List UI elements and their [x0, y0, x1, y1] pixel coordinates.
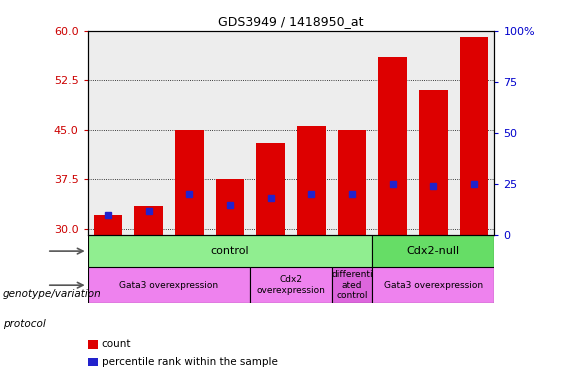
Text: percentile rank within the sample: percentile rank within the sample [102, 357, 277, 367]
Bar [454, 31, 494, 235]
Text: control: control [211, 246, 249, 256]
Text: differenti
ated
control: differenti ated control [331, 270, 373, 300]
Text: Cdx2-null: Cdx2-null [407, 246, 460, 256]
Text: Gata3 overexpression: Gata3 overexpression [384, 281, 483, 290]
Bar [372, 235, 494, 267]
Bar [175, 130, 203, 235]
Bar [419, 90, 447, 235]
Bar [460, 37, 488, 235]
Bar [128, 31, 169, 235]
Bar [216, 179, 244, 235]
Bar [257, 143, 285, 235]
Bar [379, 57, 407, 235]
Text: protocol: protocol [3, 319, 46, 329]
Bar [88, 235, 372, 267]
Title: GDS3949 / 1418950_at: GDS3949 / 1418950_at [218, 15, 364, 28]
Bar [291, 31, 332, 235]
Bar [210, 31, 250, 235]
Bar [332, 267, 372, 303]
Bar [372, 267, 494, 303]
Bar [338, 130, 366, 235]
Bar [134, 205, 163, 235]
Text: genotype/variation: genotype/variation [3, 289, 102, 299]
Bar [250, 267, 332, 303]
Text: count: count [102, 339, 131, 349]
Text: Gata3 overexpression: Gata3 overexpression [119, 281, 219, 290]
Bar [250, 31, 291, 235]
Bar [88, 267, 250, 303]
Bar [413, 31, 454, 235]
Text: Cdx2
overexpression: Cdx2 overexpression [257, 275, 325, 295]
Bar [88, 31, 128, 235]
Bar [332, 31, 372, 235]
Bar [94, 215, 122, 235]
Bar [169, 31, 210, 235]
Bar [372, 31, 413, 235]
Bar [297, 126, 325, 235]
